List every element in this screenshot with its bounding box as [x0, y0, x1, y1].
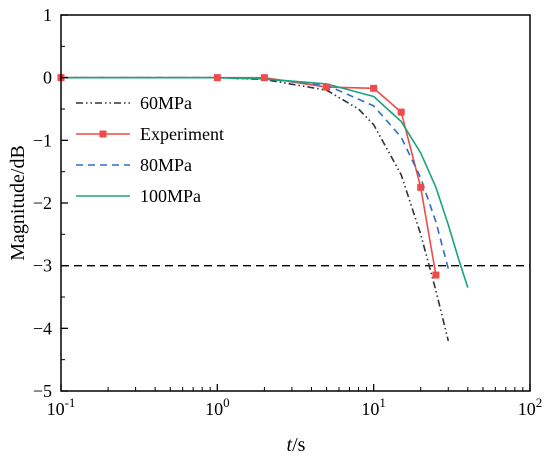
- x-axis-title-var: t: [287, 434, 293, 456]
- legend-marker: [99, 130, 107, 138]
- x-tick-label: 101: [361, 395, 386, 419]
- data-point-experiment: [323, 83, 331, 91]
- data-point-experiment: [213, 74, 221, 82]
- legend-label: 60MPa: [140, 93, 192, 113]
- legend: 60MPa Experiment 80MPa 100MPa: [76, 93, 224, 206]
- series-line-60mpa: [61, 76, 450, 342]
- y-tick-label: 0: [43, 68, 52, 88]
- y-tick-label: −3: [33, 256, 52, 276]
- x-axis-title-unit: /s: [292, 434, 306, 456]
- y-tick-label: −4: [33, 318, 52, 338]
- data-point-experiment: [417, 183, 425, 191]
- x-tick-label: 102: [518, 395, 543, 419]
- data-point-experiment: [370, 84, 378, 92]
- data-point-experiment: [397, 108, 405, 116]
- series-line-100mpa: [61, 76, 469, 288]
- series-line-experiment: [61, 76, 437, 276]
- y-tick-label: −2: [33, 193, 52, 213]
- x-axis-title: t/s: [287, 434, 306, 456]
- legend-label: 80MPa: [140, 155, 192, 175]
- legend-label: 100MPa: [140, 186, 201, 206]
- legend-label: Experiment: [140, 124, 224, 144]
- x-tick-label: 10-1: [47, 395, 76, 419]
- plot-frame: [60, 14, 531, 392]
- y-axis-title: Magnitude/dB: [7, 145, 29, 261]
- data-point-experiment: [432, 271, 440, 279]
- series-line-80mpa: [61, 76, 450, 270]
- x-tick-label: 100: [205, 395, 230, 419]
- y-tick-label: 1: [43, 5, 52, 25]
- y-tick-label: −5: [33, 381, 52, 401]
- data-point-experiment: [260, 74, 268, 82]
- y-tick-label: −1: [33, 130, 52, 150]
